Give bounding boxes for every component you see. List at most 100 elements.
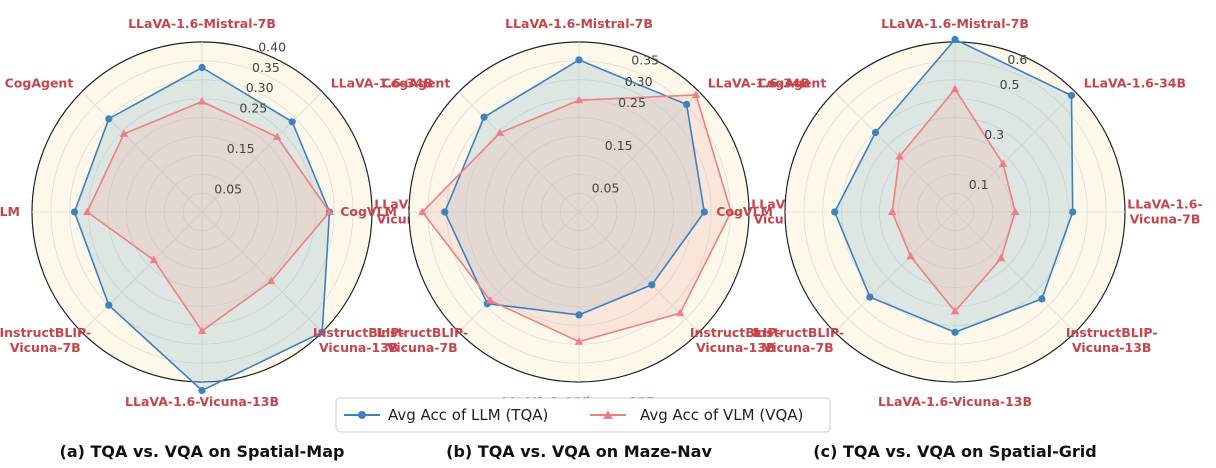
axis-label: InstructBLIP-	[1066, 325, 1158, 340]
llm-point	[105, 115, 113, 123]
vlm-point	[906, 251, 915, 260]
axis-label: Vicuna-13B	[696, 340, 776, 355]
llm-point	[871, 128, 880, 137]
series-area-llm	[444, 59, 705, 315]
vlm-point	[495, 128, 505, 136]
legend-box	[335, 397, 831, 433]
tick-label: 0.35	[631, 52, 659, 67]
vlm-point	[149, 255, 159, 264]
tick-label: 0.25	[239, 101, 267, 116]
vlm-point	[266, 276, 276, 285]
axis-label: InstructBLIP-	[313, 325, 405, 340]
axis-label: InstructBLIP-	[376, 325, 468, 340]
llm-point	[198, 386, 206, 395]
tick-label: 0.1	[969, 177, 989, 192]
vlm-point	[676, 308, 685, 317]
vlm-point	[325, 207, 334, 215]
vlm-point	[197, 97, 207, 105]
axis-label: LLaVA-1.6-34B	[1084, 75, 1186, 90]
axis-label: LLaVA-1.6-34B	[708, 75, 810, 90]
llm-point	[951, 328, 959, 336]
axis-label: CogAgent	[758, 75, 827, 90]
axis-label: CogAgent	[5, 75, 74, 90]
axis-label: LLaVA-1.6-Mistral-7B	[128, 16, 276, 31]
llm-point	[480, 113, 488, 121]
tick-label: 0.30	[246, 80, 274, 95]
radar-spoke	[954, 211, 1076, 333]
tick-label: 0.15	[605, 138, 633, 153]
radar-panel-3: 0.1 0.3 0.5 0.6 LLaVA-1.6-Mistral-7B LLaVA-1.…	[716, 16, 1202, 461]
subfigure-caption: (b) TQA vs. VQA on Maze-Nav	[446, 442, 712, 461]
axis-label: InstructBLIP-	[752, 325, 844, 340]
vlm-point	[1011, 207, 1020, 215]
legend-vlm-marker	[603, 410, 613, 419]
axis-label: LLaVA-1.6-34B	[331, 75, 433, 90]
tick-label: 0.25	[618, 95, 646, 110]
llm-point	[648, 281, 656, 289]
llm-point	[575, 311, 583, 319]
vlm-point	[83, 207, 92, 215]
subfigure-caption: (c) TQA vs. VQA on Spatial-Grid	[813, 442, 1096, 461]
llm-point	[866, 293, 874, 301]
vlm-point	[950, 306, 960, 315]
axis-label: CogVLM	[716, 204, 773, 219]
radar-spoke	[458, 211, 580, 333]
radar-spoke	[201, 91, 323, 213]
radar-panels: 0.05 0.15 0.25 0.30 0.35 0.40 LLaVA-1.6-Mistra…	[0, 16, 1203, 461]
legend: Avg Acc of LLM (TQA) Avg Acc of VLM (VQA…	[335, 397, 831, 433]
vlm-point	[119, 129, 129, 137]
vlm-point	[998, 159, 1008, 167]
vlm-point	[486, 296, 495, 304]
radar-panel-2: 0.05 0.15 0.25 0.30 0.35 LLaVA-1.6-Mistral-7B…	[340, 16, 826, 461]
legend-llm-marker	[358, 411, 366, 419]
axis-label: LLaVA-1.6-Mistral-7B	[505, 16, 653, 31]
llm-point	[1069, 208, 1077, 216]
series-area-vlm	[87, 101, 330, 331]
llm-point	[831, 208, 839, 216]
llm-point	[198, 63, 206, 72]
vlm-point	[888, 207, 897, 215]
vlm-point	[574, 337, 584, 345]
axis-label: LLaVA-1.6-Vicuna-13B	[878, 394, 1032, 409]
llm-point	[288, 118, 296, 126]
tick-label: 0.40	[258, 40, 286, 55]
tick-label: 0.05	[592, 181, 620, 196]
legend-llm-label: Avg Acc of LLM (TQA)	[388, 406, 548, 424]
axis-label: Vicuna-13B	[1072, 340, 1152, 355]
tick-label: 0.6	[1007, 52, 1027, 67]
radar-spoke	[81, 211, 203, 333]
series-area-vlm	[422, 95, 732, 342]
vlm-point	[691, 90, 701, 98]
tick-label: 0.3	[984, 127, 1004, 142]
radar-panel-1: 0.05 0.15 0.25 0.30 0.35 0.40 LLaVA-1.6-Mistra…	[0, 16, 450, 461]
axis-label: InstructBLIP-	[0, 325, 91, 340]
llm-point	[1038, 295, 1046, 303]
tick-label: 0.05	[214, 182, 242, 197]
tick-label: 0.5	[1000, 77, 1020, 92]
vlm-point	[997, 253, 1006, 262]
llm-point	[575, 56, 583, 64]
subfigure-caption: (a) TQA vs. VQA on Spatial-Map	[60, 442, 345, 461]
axis-label: CogVLM	[340, 204, 397, 219]
radar-spoke	[954, 91, 1076, 213]
vlm-point	[418, 207, 427, 215]
axis-label: Vicuna-7B	[1130, 212, 1201, 227]
axis-label: CogAgent	[382, 75, 451, 90]
vlm-point	[895, 152, 904, 160]
llm-point	[441, 208, 449, 216]
llm-point	[700, 208, 708, 216]
axis-label: Vicuna-7B	[387, 340, 458, 355]
series-area-llm	[834, 39, 1073, 333]
axis-label: LLaVA-1.6-Vicuna-13B	[125, 394, 279, 409]
vlm-point	[950, 84, 960, 93]
legend-vlm-label: Avg Acc of VLM (VQA)	[640, 406, 803, 424]
axis-label: CogVLM	[0, 204, 20, 219]
radar-spoke	[201, 211, 323, 333]
series-area-vlm	[892, 89, 1016, 312]
llm-point	[1067, 91, 1076, 100]
llm-point	[70, 208, 79, 216]
llm-point	[318, 328, 326, 336]
radar-spoke	[578, 91, 700, 213]
axis-label: InstructBLIP-	[690, 325, 782, 340]
